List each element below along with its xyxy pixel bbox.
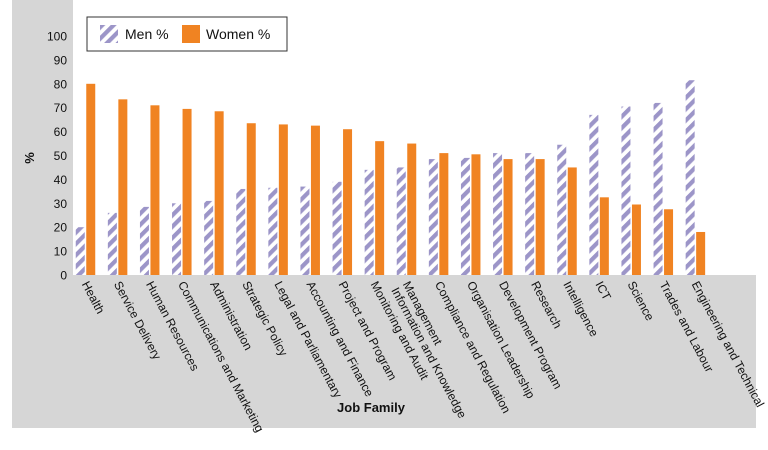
bar-men xyxy=(75,227,85,275)
bar-men xyxy=(204,200,214,275)
bar-women xyxy=(310,125,320,276)
y-tick-label: 50 xyxy=(54,149,68,163)
bar-men xyxy=(332,181,342,275)
bar-women xyxy=(503,159,513,275)
bar-men xyxy=(621,106,631,275)
bar-women xyxy=(407,143,417,275)
y-tick-label: 30 xyxy=(54,197,68,211)
bar-women xyxy=(599,197,609,275)
bar-men xyxy=(525,153,535,275)
y-tick-label: 10 xyxy=(54,245,68,259)
bar-women xyxy=(696,231,706,275)
bar-men xyxy=(172,203,182,275)
bar-men xyxy=(107,212,117,275)
bar-women xyxy=(86,83,96,275)
y-tick-label: 20 xyxy=(54,221,68,235)
bar-men xyxy=(139,206,149,275)
bar-men xyxy=(460,157,470,275)
y-tick-label: 70 xyxy=(54,101,68,115)
bar-women xyxy=(567,167,577,275)
y-axis-title: % xyxy=(22,152,37,164)
y-tick-label: 40 xyxy=(54,173,68,187)
bar-men xyxy=(589,114,599,276)
y-tick-label: 60 xyxy=(54,125,68,139)
bar-women xyxy=(182,108,192,276)
bar-women xyxy=(375,141,385,275)
bar-women xyxy=(278,124,288,276)
bar-men xyxy=(493,153,503,275)
bar-women xyxy=(150,105,160,275)
legend-label-men: Men % xyxy=(125,26,169,42)
legend: Men % Women % xyxy=(86,16,288,52)
legend-swatch-women xyxy=(182,25,200,43)
bar-men xyxy=(268,187,278,275)
bar-men xyxy=(300,186,310,275)
bar-men xyxy=(364,169,374,275)
bar-men xyxy=(396,167,406,275)
y-tick-label: 80 xyxy=(54,77,68,91)
y-tick-label: 0 xyxy=(60,269,67,283)
y-tick-label: 100 xyxy=(47,30,67,44)
bar-men xyxy=(653,102,663,275)
bar-women xyxy=(535,159,545,275)
bar-women xyxy=(631,204,641,275)
bar-women xyxy=(664,209,674,275)
bar-women xyxy=(471,154,481,275)
bar-women xyxy=(439,153,449,275)
bar-men xyxy=(236,188,246,275)
y-tick-label: 90 xyxy=(54,53,68,67)
bar-women xyxy=(343,129,353,275)
bar-women xyxy=(118,99,128,275)
bar-men xyxy=(557,144,567,275)
bar-women xyxy=(214,111,224,275)
bar-women xyxy=(246,123,256,275)
legend-label-women: Women % xyxy=(206,26,270,42)
x-axis-title: Job Family xyxy=(337,400,406,415)
bar-men xyxy=(685,80,695,275)
legend-swatch-men xyxy=(100,25,118,43)
bar-men xyxy=(428,159,438,275)
